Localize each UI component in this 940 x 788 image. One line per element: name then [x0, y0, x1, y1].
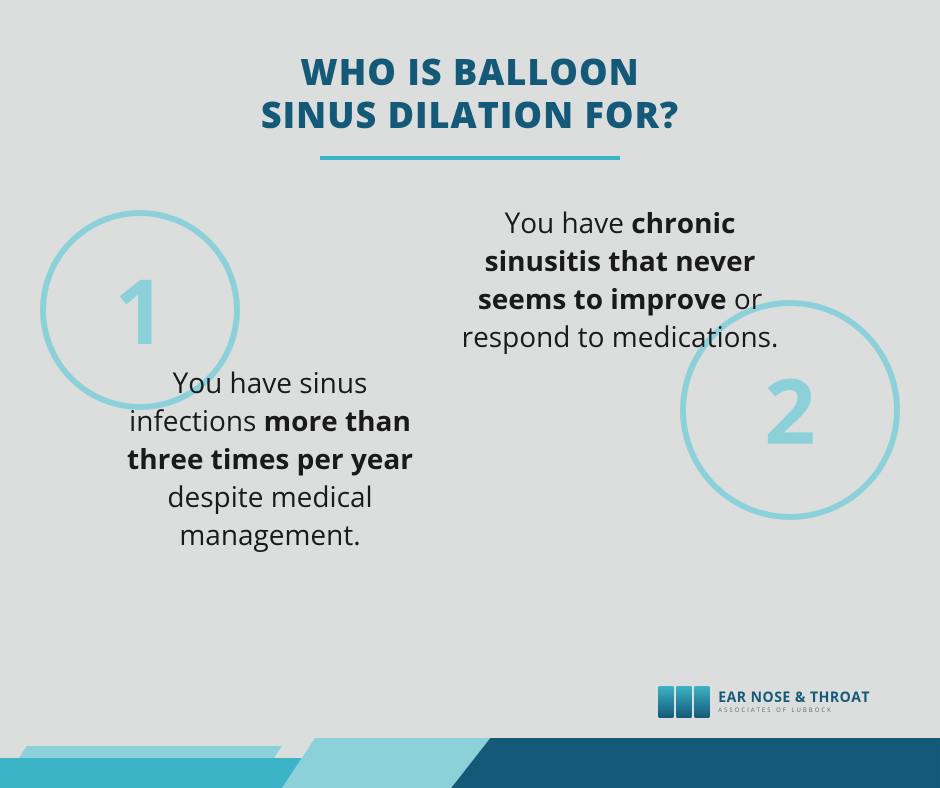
number-2: 2	[764, 349, 815, 471]
point-1-text: You have sinus infections more than thre…	[110, 365, 430, 554]
logo-icon	[658, 686, 710, 718]
stripe-accent	[19, 746, 282, 758]
brand-logo: EAR NOSE & THROAT ASSOCIATES OF LUBBOCK	[658, 686, 870, 718]
logo-main-text: EAR NOSE & THROAT	[718, 691, 870, 705]
number-1: 1	[114, 249, 165, 371]
logo-profile-1	[658, 686, 674, 718]
title-divider	[320, 156, 620, 160]
point-2-text: You have chronic sinusitis that never se…	[460, 205, 780, 356]
infographic-container: WHO IS BALLOON SINUS DILATION FOR? 1 You…	[0, 0, 940, 788]
point-1-post: despite medical management.	[167, 478, 372, 554]
content-area: 1 You have sinus infections more than th…	[0, 190, 940, 690]
bottom-decoration	[0, 738, 940, 788]
title-line-2: SINUS DILATION FOR?	[261, 90, 679, 139]
title-line-1: WHO IS BALLOON	[300, 47, 639, 96]
main-title: WHO IS BALLOON SINUS DILATION FOR?	[0, 50, 940, 136]
logo-profile-2	[676, 686, 692, 718]
logo-text: EAR NOSE & THROAT ASSOCIATES OF LUBBOCK	[718, 691, 870, 713]
logo-sub-text: ASSOCIATES OF LUBBOCK	[718, 707, 870, 713]
stripe-3	[451, 738, 940, 788]
logo-profile-3	[694, 686, 710, 718]
point-2-pre: You have	[505, 204, 632, 242]
